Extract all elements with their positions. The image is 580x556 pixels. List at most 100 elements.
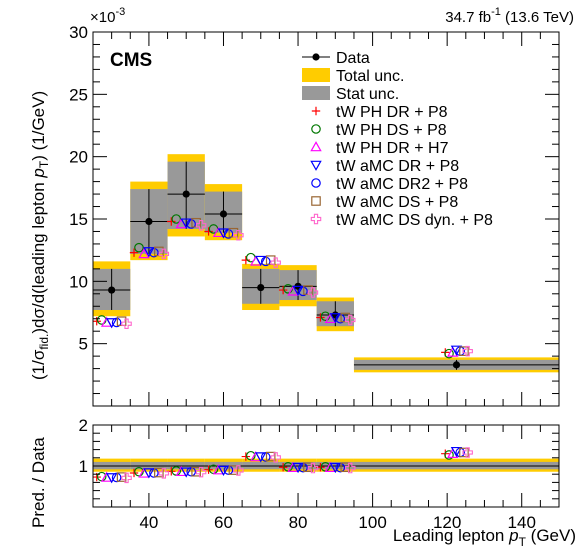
ratio-prediction-marker	[121, 472, 132, 484]
y-tick-label: 20	[69, 148, 88, 167]
legend-series-label: tW aMC DS dyn. + P8	[336, 212, 493, 229]
prediction-marker	[270, 257, 281, 268]
legend-series-label: tW aMC DR + P8	[336, 158, 459, 175]
legend-series-label: tW PH DR + H7	[336, 140, 449, 157]
cms-label: CMS	[110, 50, 152, 71]
legend-series-marker	[311, 196, 321, 206]
ratio-prediction-marker	[241, 452, 251, 461]
ratio-prediction-marker	[260, 452, 271, 462]
prediction-marker	[316, 313, 325, 322]
ratio-prediction-marker	[307, 462, 319, 474]
prediction-marker	[195, 219, 207, 231]
ratio-predictions	[92, 446, 473, 484]
x-tick-label: 60	[214, 513, 233, 532]
legend-series-marker	[310, 213, 322, 225]
ratio-prediction-marker	[329, 462, 342, 474]
y-tick-label: 5	[79, 335, 88, 354]
upper-ticks: 5 10 15 20 25 30	[69, 23, 560, 407]
prediction-marker	[105, 318, 118, 329]
ratio-prediction-marker	[204, 465, 213, 474]
prediction-marker	[111, 317, 122, 328]
ratio-prediction-marker	[278, 463, 288, 472]
ratio-prediction-marker	[255, 452, 267, 463]
data-point	[182, 190, 190, 198]
legend-data-marker	[312, 53, 320, 61]
y-tick-label: 10	[69, 272, 88, 291]
prediction-marker	[158, 248, 170, 260]
y-tick-label: 15	[69, 210, 88, 229]
prediction-marker	[450, 345, 463, 356]
prediction-marker	[223, 229, 234, 239]
prediction-marker	[138, 247, 150, 259]
prediction-marker	[171, 214, 182, 224]
x-tick-label: 80	[289, 513, 308, 532]
legend-series-label: tW PH DR + P8	[336, 104, 448, 121]
ratio-prediction-marker	[180, 467, 192, 478]
x-axis-label: Leading lepton pT (GeV)	[393, 526, 576, 549]
prediction-marker	[462, 345, 473, 357]
data-point	[257, 283, 265, 292]
prediction-marker	[255, 255, 267, 267]
data-point	[219, 210, 228, 218]
legend-series-label: tW aMC DR2 + P8	[336, 176, 468, 193]
ratio-prediction-marker	[265, 451, 276, 462]
prediction-marker	[143, 247, 155, 258]
ratio-prediction-marker	[298, 462, 308, 473]
prediction-marker	[129, 248, 139, 257]
x-tick-label: 140	[508, 513, 536, 532]
ratio-prediction-marker	[459, 447, 469, 458]
prediction-marker	[241, 255, 251, 265]
ratio-y-axis-label: Pred. / Data	[29, 437, 48, 528]
legend-series-marker	[310, 160, 322, 171]
data-point	[108, 286, 116, 294]
prediction-marker	[121, 318, 132, 329]
prediction-marker	[217, 228, 230, 239]
ratio-prediction-marker	[292, 462, 304, 474]
prediction-marker	[335, 313, 346, 324]
ratio-prediction-marker	[111, 472, 122, 483]
legend-total-swatch	[302, 68, 330, 82]
legend-data-label: Data	[336, 50, 370, 67]
legend-series-label: tW PH DS + P8	[336, 122, 447, 139]
ratio-prediction-marker	[195, 466, 207, 478]
y-tick-label: 25	[69, 85, 88, 104]
legend-series-marker	[311, 106, 321, 116]
upper-bands	[93, 154, 559, 373]
y-axis-label: (1/σfid.)dσ/d(leading lepton pT) (1/GeV)	[29, 91, 51, 380]
legend-total-label: Total unc.	[336, 68, 404, 85]
ratio-prediction-marker	[134, 466, 144, 477]
ratio-prediction-marker	[154, 467, 164, 478]
x-tick-label: 100	[358, 513, 386, 532]
prediction-marker	[233, 229, 244, 241]
ratio-prediction-marker	[340, 462, 351, 473]
prediction-marker	[459, 346, 469, 356]
x-tick-label: 120	[433, 513, 461, 532]
prediction-marker	[180, 218, 192, 229]
ratio-prediction-marker	[191, 466, 201, 477]
ratio-prediction-marker	[233, 465, 244, 476]
prediction-marker	[167, 217, 176, 226]
ratio-prediction-marker	[228, 465, 239, 475]
lumi-label: 34.7 fb-1 (13.6 TeV)	[445, 6, 574, 26]
ratio-prediction-marker	[335, 462, 346, 473]
ratio-prediction-marker	[158, 468, 170, 479]
ratio-prediction-marker	[344, 462, 356, 474]
prediction-marker	[329, 313, 342, 324]
legend-series-marker	[311, 178, 321, 188]
prediction-marker	[204, 227, 213, 236]
ratio-prediction-marker	[105, 473, 118, 484]
prediction-marker	[344, 314, 356, 326]
x-tick-label: 40	[139, 513, 158, 532]
ratio-prediction-marker	[129, 468, 139, 478]
ratio-prediction-marker	[303, 462, 313, 473]
y-exponent: ×10-3	[90, 6, 125, 26]
ratio-ticks: 1 2 40 60 80 100 120 140	[79, 416, 560, 532]
ratio-prediction-marker	[116, 472, 127, 482]
legend-series-label: tW aMC DS + P8	[336, 194, 458, 211]
ratio-prediction-marker	[450, 446, 463, 458]
prediction-marker	[260, 256, 271, 267]
prediction-marker	[444, 348, 454, 359]
y-tick-label: 30	[69, 23, 88, 42]
